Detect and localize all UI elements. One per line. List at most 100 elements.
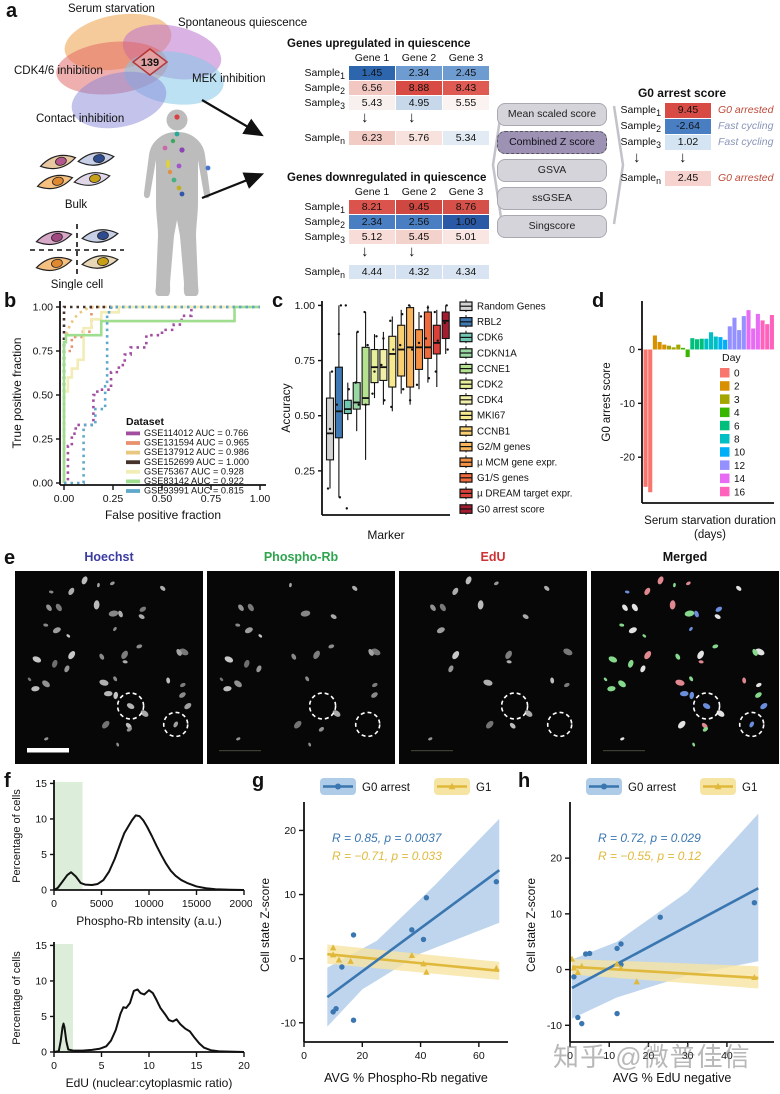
svg-text:15000: 15000 bbox=[182, 898, 211, 910]
svg-text:0.25: 0.25 bbox=[103, 493, 124, 505]
cell-dot bbox=[108, 610, 119, 617]
svg-text:30: 30 bbox=[682, 1050, 694, 1062]
heat-cell: 8.21 bbox=[349, 200, 395, 214]
bar bbox=[643, 349, 648, 487]
cell-dot bbox=[550, 677, 555, 684]
method-box: Mean scaled score bbox=[497, 103, 607, 126]
data-point bbox=[329, 944, 337, 951]
heat-cell: 6.23 bbox=[349, 131, 395, 145]
data-point bbox=[571, 974, 577, 980]
column-header: Gene 2 bbox=[401, 186, 437, 198]
status-label: G0 arrested bbox=[718, 172, 774, 184]
cell-dot bbox=[618, 680, 626, 688]
cell-dot bbox=[126, 703, 135, 710]
x-axis-label: Phospho-Rb intensity (a.u.) bbox=[76, 914, 221, 928]
cell-dot bbox=[752, 648, 758, 656]
panel-label-f: f bbox=[4, 770, 11, 792]
g0-score-barchart: 0 -10 -20 G0 arrest score Serum starvation d… bbox=[601, 301, 776, 541]
data-point bbox=[347, 957, 354, 964]
box-4 bbox=[361, 346, 370, 406]
bar bbox=[727, 326, 732, 350]
panel-label-c: c bbox=[272, 290, 284, 312]
legend-swatch bbox=[720, 394, 730, 404]
cell-dot bbox=[742, 677, 747, 684]
panel-label-e: e bbox=[4, 547, 16, 569]
micro-title-phospho-rb: Phospho-Rb bbox=[263, 550, 339, 564]
svg-text:0.50: 0.50 bbox=[152, 493, 173, 505]
cell-dot bbox=[332, 710, 341, 717]
bar bbox=[718, 337, 723, 350]
cell-dot bbox=[428, 737, 433, 741]
bar bbox=[723, 339, 728, 350]
roc-curve-GSE83142 bbox=[62, 305, 260, 483]
y-axis-label: Cell state Z-score bbox=[258, 878, 272, 972]
micro-title-hoechst: Hoechst bbox=[84, 550, 134, 564]
highlight-circle bbox=[308, 692, 337, 720]
bar bbox=[769, 315, 774, 350]
cell-dot bbox=[714, 614, 721, 619]
x-axis-label: False positive fraction bbox=[105, 508, 221, 522]
cell-dot bbox=[608, 656, 618, 663]
bar bbox=[690, 338, 695, 350]
svg-text:(days): (days) bbox=[694, 529, 726, 541]
cell-dot bbox=[563, 648, 573, 656]
cell-dot bbox=[44, 737, 49, 741]
cell-dot bbox=[42, 680, 50, 688]
data-point bbox=[751, 973, 758, 980]
svg-text:60: 60 bbox=[473, 1050, 485, 1062]
cell-dot bbox=[113, 626, 117, 632]
svg-text:1.00: 1.00 bbox=[250, 493, 271, 505]
legend-swatch bbox=[126, 450, 140, 455]
table-arrows: ↓ ↓ bbox=[287, 109, 497, 131]
phospho-rb-scatter-chart: -10 0 10 20 0 20 40 60 AVG % Phospho-Rb negative… bbox=[258, 778, 508, 1085]
legend-item: GSE131594 AUC = 0.965 bbox=[144, 438, 249, 448]
legend-swatch bbox=[720, 460, 730, 470]
cell-dot bbox=[244, 659, 250, 668]
correlation-annotation: R = −0.55, p = 0.12 bbox=[598, 849, 701, 863]
cell-dot bbox=[313, 650, 320, 660]
box-12 bbox=[432, 324, 441, 355]
highlight-circle bbox=[116, 692, 145, 720]
table-row: Sample2 6.56 8.88 8.43 bbox=[287, 81, 497, 96]
cell-dot bbox=[64, 665, 70, 673]
table-row: Samplen 6.23 5.76 5.34 bbox=[287, 131, 497, 146]
table-arrows: ↓ ↓ bbox=[607, 149, 780, 171]
scale-bar bbox=[219, 750, 261, 752]
data-point bbox=[333, 1005, 339, 1012]
g0-row: Samplen 2.45 G0 arrested bbox=[607, 171, 780, 186]
svg-text:0: 0 bbox=[51, 1060, 57, 1072]
cell-dot bbox=[702, 703, 711, 710]
micro-image-merged bbox=[591, 571, 779, 764]
data-point bbox=[657, 914, 663, 920]
cell-dot bbox=[640, 665, 646, 673]
cell-dot bbox=[698, 660, 704, 664]
data-point bbox=[329, 951, 337, 958]
cell-icon bbox=[77, 152, 115, 166]
cell-dot bbox=[486, 720, 494, 729]
data-point bbox=[420, 960, 427, 967]
legend-item: CDK2 bbox=[477, 380, 503, 391]
cell-icon bbox=[81, 229, 119, 243]
down-arrow-icon: ↓ bbox=[361, 243, 369, 260]
scoring-methods-list: Mean scaled score Combined Z score GSVA ssG… bbox=[497, 103, 619, 243]
cell-dot bbox=[755, 692, 762, 698]
cell-dot bbox=[436, 627, 445, 634]
svg-text:5: 5 bbox=[41, 1011, 47, 1023]
g0-row: Sample1 9.45 G0 arrested bbox=[607, 103, 780, 118]
svg-text:10000: 10000 bbox=[134, 898, 163, 910]
table-row: Sample1 8.21 9.45 8.76 bbox=[287, 200, 497, 215]
box-13 bbox=[441, 311, 450, 340]
human-body-silhouette bbox=[143, 109, 211, 296]
cell-dot bbox=[689, 676, 694, 682]
venn-label-mek: MEK inhibition bbox=[192, 73, 266, 85]
cell-dot bbox=[300, 610, 311, 617]
cell-dot bbox=[702, 727, 709, 732]
cell-dot bbox=[603, 677, 608, 682]
svg-text:0: 0 bbox=[51, 898, 57, 910]
data-point bbox=[578, 962, 585, 969]
cell-dot bbox=[756, 682, 762, 688]
svg-text:0.00: 0.00 bbox=[33, 478, 54, 490]
micro-image-phospho-rb bbox=[207, 571, 395, 764]
legend-item: GSE137912 AUC = 0.986 bbox=[144, 447, 249, 457]
